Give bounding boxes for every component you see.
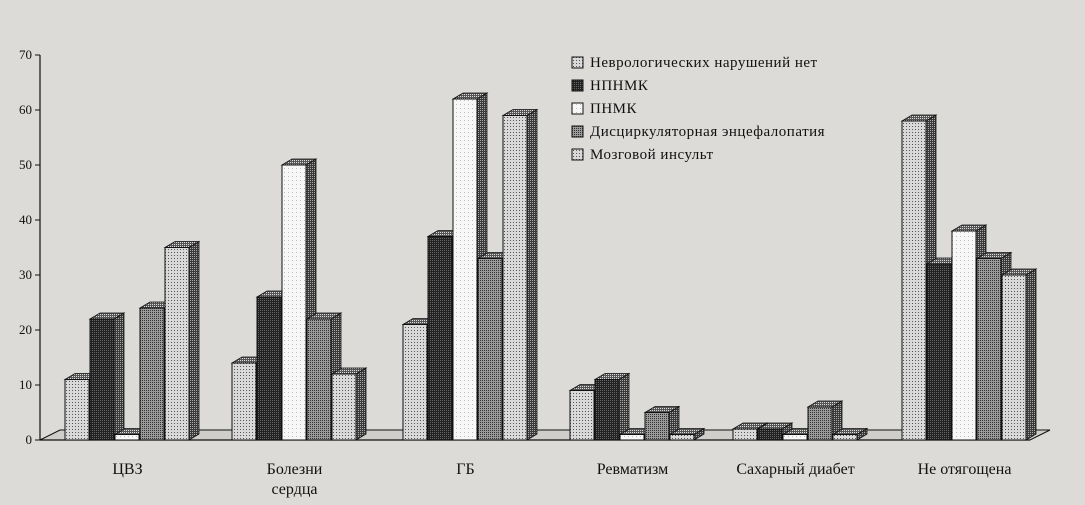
bar [806,400,844,441]
legend-label: НПНМК [590,78,649,94]
category-label: Ревматизм [597,461,669,478]
legend-entry: Дисциркуляторная энцефалопатия [571,124,825,140]
legend-entry: Мозговой инсульт [571,147,714,163]
bar [163,240,201,441]
bar [593,372,631,441]
bar [88,312,126,441]
legend-label: Неврологических нарушений нет [590,55,818,71]
bar [643,405,681,441]
legend-swatch [571,102,584,115]
category-label: Сахарный диабет [736,461,854,478]
category-label: Болезни сердца [267,461,323,498]
bar [501,108,539,441]
legend-swatch [571,79,584,92]
category-label: ГБ [456,461,474,478]
legend-entry: ПНМК [571,101,638,117]
y-tick-label: 10 [19,377,32,392]
legend-swatch [571,148,584,161]
y-tick-label: 30 [19,267,32,282]
legend-entry: Неврологических нарушений нет [571,55,818,71]
legend-entry: НПНМК [571,78,649,94]
y-tick-label: 50 [19,157,32,172]
bar [330,367,368,441]
y-tick-label: 40 [19,212,32,227]
bar [831,427,869,441]
category-labels: ЦВЗ Болезни сердца ГБ Ревматизм Сахарный диаб… [112,461,1011,498]
category-label: ЦВЗ [112,461,142,478]
y-tick-label: 60 [19,102,32,117]
bar [668,427,706,441]
y-tick-label: 0 [26,432,33,447]
bar [280,158,318,441]
legend: Неврологических нарушений нет НПНМК ПНМК Ди… [571,55,825,163]
legend-label: Дисциркуляторная энцефалопатия [590,124,825,140]
category-label: Не отягощена [918,461,1012,478]
y-tick-label: 20 [19,322,32,337]
bars [63,92,1038,441]
legend-label: Мозговой инсульт [590,147,714,163]
legend-swatch [571,125,584,138]
y-tick-label: 70 [19,47,32,62]
legend-label: ПНМК [590,101,638,117]
bar [1000,268,1038,441]
legend-swatch [571,56,584,69]
